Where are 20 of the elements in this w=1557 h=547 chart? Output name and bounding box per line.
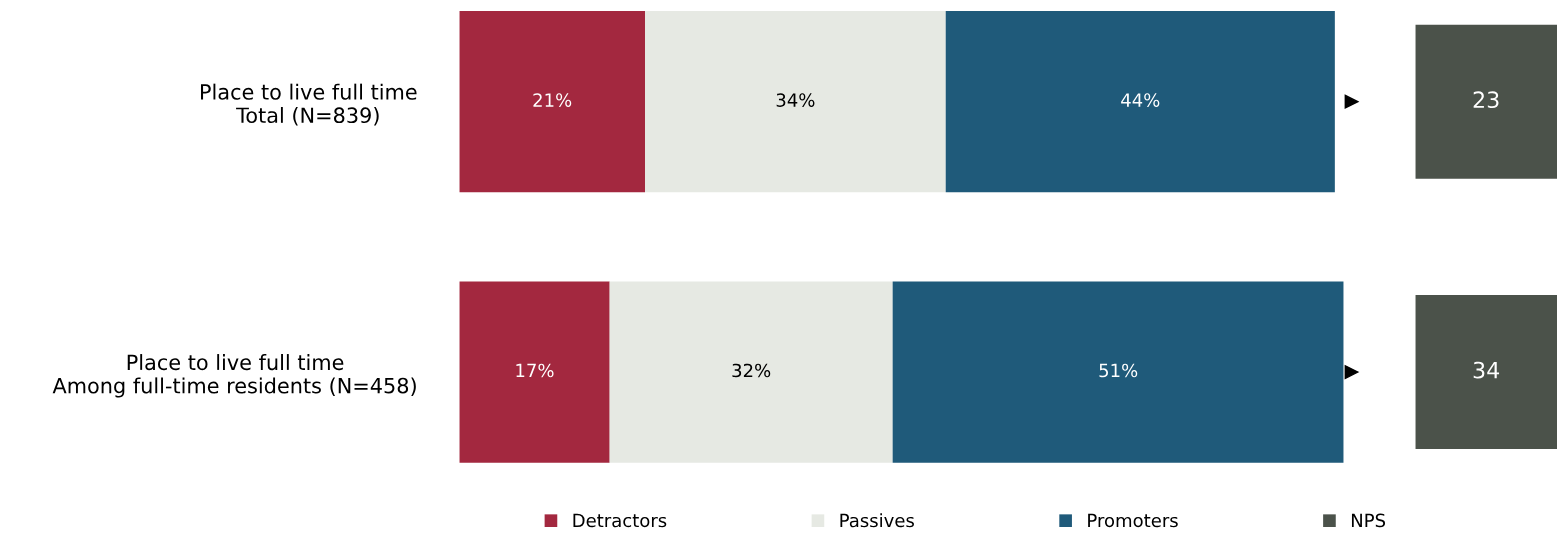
data-label: 34 — [1473, 361, 1500, 379]
data-label: 34% — [776, 93, 815, 107]
data-label: 44% — [1121, 93, 1160, 107]
data-label: 23 — [1473, 91, 1499, 109]
y-tick-label: Place to live full time Total (N=839) — [201, 83, 417, 126]
bar — [645, 11, 946, 193]
legend-label: Promoters — [1088, 513, 1178, 528]
legend-label: Passives — [840, 513, 914, 528]
bar — [945, 11, 1335, 193]
data-label: 17% — [516, 363, 554, 378]
bar — [459, 281, 610, 463]
bar — [609, 281, 893, 463]
data-label: 32% — [732, 363, 771, 378]
bar — [892, 281, 1344, 463]
data-label: 51% — [1099, 363, 1138, 378]
bar — [459, 11, 646, 193]
legend-label: Detractors — [573, 513, 667, 528]
legend-label: NPS — [1351, 513, 1386, 528]
data-label: 21% — [533, 93, 572, 107]
y-tick-label: Place to live full time Among full-time residents (N=458) — [52, 354, 416, 398]
